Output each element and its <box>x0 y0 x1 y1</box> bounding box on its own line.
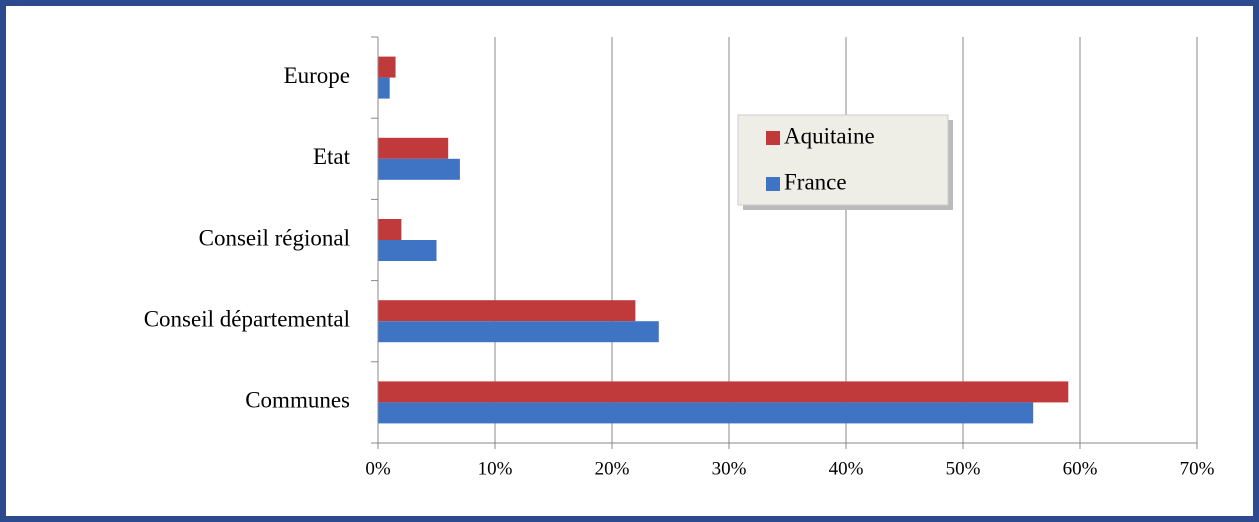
x-tick-label: 30% <box>712 458 747 479</box>
y-tick-label: Conseil départemental <box>144 306 350 331</box>
bar <box>378 158 460 180</box>
x-tick-label: 70% <box>1180 458 1215 479</box>
x-tick-label: 20% <box>595 458 630 479</box>
bar <box>378 321 659 343</box>
legend-swatch <box>766 177 780 191</box>
bar <box>378 300 636 322</box>
bar <box>378 219 402 240</box>
bar <box>378 137 449 159</box>
x-tick-label: 50% <box>946 458 981 479</box>
legend-label: France <box>784 169 847 194</box>
x-tick-label: 0% <box>365 458 391 479</box>
y-tick-label: Communes <box>245 388 350 413</box>
x-tick-label: 60% <box>1063 458 1098 479</box>
bar <box>378 77 390 99</box>
bar <box>378 240 437 261</box>
y-tick-label: Conseil régional <box>199 225 350 250</box>
x-tick-label: 10% <box>478 458 513 479</box>
legend-swatch <box>766 131 780 145</box>
bar <box>378 56 396 78</box>
bar <box>378 402 1034 424</box>
legend-label: Aquitaine <box>784 123 875 148</box>
plot: 0% 10% 20% 30% 40% 50% 60% 70% Europe Etat Conseil… <box>144 36 1215 479</box>
bar <box>378 381 1069 403</box>
y-tick-label: Europe <box>284 63 350 88</box>
x-tick-label: 40% <box>829 458 864 479</box>
y-tick-label: Etat <box>313 144 351 169</box>
